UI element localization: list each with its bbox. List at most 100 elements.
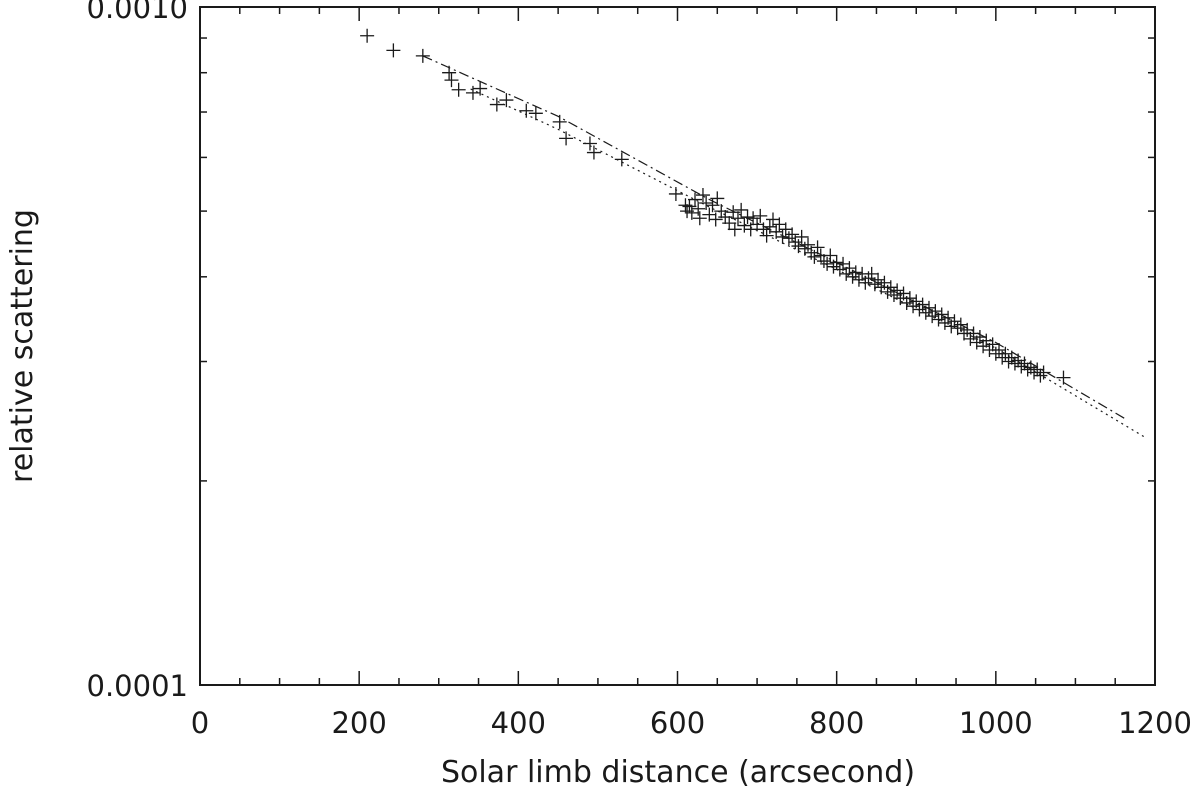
tick-labels: 0 200 400 600 800 1000 1200 0.0001 0.0010 — [87, 0, 1192, 740]
data-point — [692, 211, 707, 226]
data-point — [708, 212, 723, 227]
data-point — [444, 73, 459, 88]
data-point — [586, 145, 601, 160]
data-point — [801, 237, 816, 252]
data-point — [718, 210, 733, 225]
data-point — [871, 272, 886, 287]
data-point — [759, 228, 774, 243]
data-point — [552, 114, 567, 129]
data-point — [829, 255, 844, 270]
data-point — [781, 231, 796, 246]
data-point — [753, 208, 768, 223]
data-point — [941, 310, 956, 325]
data-point — [791, 239, 806, 254]
x-tick-label: 0 — [191, 706, 209, 740]
x-tick-label: 1200 — [1118, 706, 1192, 740]
data-point — [695, 188, 710, 203]
data-point — [794, 229, 809, 244]
data-point — [1036, 365, 1051, 380]
data-point — [1056, 370, 1071, 385]
data-point — [928, 304, 943, 319]
data-point — [746, 211, 761, 226]
data-point — [775, 229, 790, 244]
x-tick-label: 800 — [809, 706, 864, 740]
data-point — [691, 201, 706, 216]
data-point — [816, 254, 831, 269]
data-point — [528, 106, 543, 121]
plot-frame — [199, 6, 1156, 686]
data-point — [678, 198, 693, 213]
dotted-fit-line — [470, 88, 1148, 440]
data-point — [442, 65, 457, 80]
data-point — [976, 339, 991, 354]
data-point — [1004, 350, 1019, 365]
data-point — [921, 300, 936, 315]
data-point — [727, 222, 742, 237]
data-point — [722, 216, 737, 231]
data-point — [826, 259, 841, 274]
data-point — [489, 97, 504, 112]
data-point — [559, 131, 574, 146]
data-point — [1011, 353, 1026, 368]
data-point — [360, 28, 375, 43]
data-point — [1030, 362, 1045, 377]
data-point — [851, 272, 866, 287]
data-point — [473, 81, 488, 96]
x-tick-label: 200 — [331, 706, 386, 740]
data-point — [682, 199, 697, 214]
data-point — [823, 248, 838, 263]
data-point — [614, 152, 629, 167]
data-point — [756, 222, 771, 237]
data-point — [582, 136, 597, 151]
data-point — [985, 337, 1000, 352]
data-point — [969, 335, 984, 350]
data-point — [785, 227, 800, 242]
x-tick-label: 600 — [650, 706, 705, 740]
data-point — [864, 266, 879, 281]
data-point — [998, 346, 1013, 361]
data-point — [1033, 368, 1048, 383]
data-point — [972, 330, 987, 345]
y-axis-title: relative scattering — [5, 209, 40, 483]
data-point — [699, 195, 714, 210]
data-point — [710, 191, 725, 206]
data-point — [730, 211, 745, 226]
data-point — [465, 85, 480, 100]
data-point — [737, 218, 752, 233]
data-point — [519, 103, 534, 118]
x-tick-label: 400 — [491, 706, 546, 740]
data-point — [883, 280, 898, 295]
data-point — [1001, 354, 1016, 369]
data-points — [360, 28, 1071, 385]
data-point — [451, 82, 466, 97]
data-point — [499, 93, 514, 108]
data-point — [947, 314, 962, 329]
data-point — [934, 307, 949, 322]
data-point — [386, 43, 401, 58]
y-tick-label: 0.0010 — [87, 0, 188, 25]
data-point — [890, 283, 905, 298]
data-point — [839, 266, 854, 281]
data-point — [740, 210, 755, 225]
data-point — [415, 48, 430, 63]
x-tick-label: 1000 — [959, 706, 1033, 740]
data-point — [810, 240, 825, 255]
x-axis-title: Solar limb distance (arcsecond) — [441, 755, 915, 790]
data-point — [848, 265, 863, 280]
data-point — [966, 326, 981, 341]
data-point — [1014, 359, 1029, 374]
data-point — [979, 333, 994, 348]
data-point — [963, 331, 978, 346]
data-point — [734, 202, 749, 217]
data-point — [915, 297, 930, 312]
data-point — [1017, 356, 1032, 371]
data-point — [992, 342, 1007, 357]
data-point — [820, 256, 835, 271]
data-point — [668, 186, 683, 201]
data-point — [960, 322, 975, 337]
axis-ticks — [199, 6, 1156, 686]
data-point — [909, 294, 924, 309]
data-point — [902, 291, 917, 306]
data-point — [807, 249, 822, 264]
